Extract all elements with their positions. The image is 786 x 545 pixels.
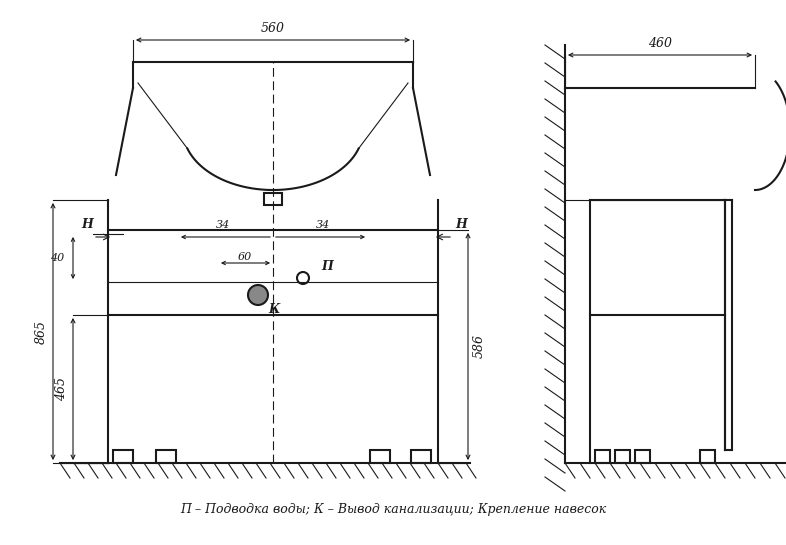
- Bar: [264, 193, 282, 205]
- Text: 60: 60: [238, 252, 252, 262]
- Text: 34: 34: [216, 220, 230, 230]
- Bar: [113, 450, 133, 463]
- Circle shape: [248, 285, 268, 305]
- Text: 586: 586: [473, 335, 486, 359]
- Bar: [700, 450, 715, 463]
- Text: П – Подводка воды; К – Вывод канализации; Крепление навесок: П – Подводка воды; К – Вывод канализации…: [180, 504, 606, 517]
- Bar: [595, 450, 610, 463]
- Bar: [615, 450, 630, 463]
- Bar: [156, 450, 176, 463]
- Text: 865: 865: [35, 319, 48, 343]
- Text: 560: 560: [261, 22, 285, 35]
- Text: H: H: [455, 218, 467, 231]
- Bar: [635, 450, 650, 463]
- Text: К: К: [268, 303, 279, 316]
- Text: 34: 34: [316, 220, 330, 230]
- Text: 460: 460: [648, 37, 672, 50]
- Text: H: H: [81, 218, 93, 231]
- Text: 40: 40: [50, 253, 64, 263]
- Circle shape: [297, 272, 309, 284]
- Text: П: П: [321, 260, 332, 273]
- Bar: [370, 450, 390, 463]
- Text: 465: 465: [55, 377, 68, 401]
- Bar: [411, 450, 431, 463]
